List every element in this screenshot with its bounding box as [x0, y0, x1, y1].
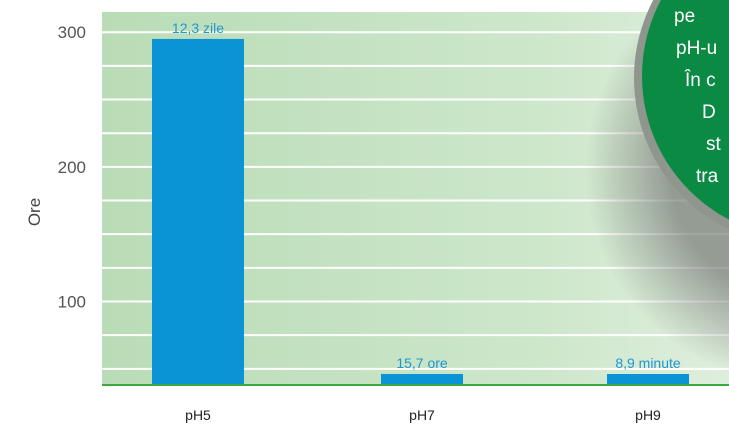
- bar-pH5: [152, 38, 244, 386]
- data-label-pH5: 12,3 zile: [172, 20, 224, 36]
- category-labels: pH5 pH7 pH9: [185, 407, 661, 423]
- bar-pH7: [381, 374, 463, 385]
- data-label-pH9: 8,9 minute: [615, 355, 681, 371]
- bar-pH9: [607, 374, 689, 385]
- data-labels: 12,3 zile 15,7 ore 8,9 minute: [172, 20, 681, 371]
- y-tick-300: 300: [58, 23, 86, 42]
- category-label-pH7: pH7: [409, 407, 435, 423]
- callout-line-2: În c: [684, 69, 716, 91]
- y-tick-100: 100: [58, 293, 86, 312]
- magnifier-callout: pe pH-u În c Dst tra: [585, 0, 729, 373]
- callout-line-1: pH-u: [676, 38, 717, 59]
- category-label-pH9: pH9: [635, 407, 661, 423]
- y-axis-title: Ore: [25, 198, 44, 226]
- callout-line-3: D: [702, 102, 716, 123]
- y-tick-200: 200: [58, 158, 86, 177]
- callout-line-5: tra: [696, 166, 719, 187]
- category-label-pH5: pH5: [185, 407, 211, 423]
- callout-text: pe pH-u În c Dst tra: [674, 6, 722, 187]
- y-tick-labels: 100 200 300: [58, 23, 86, 311]
- bars: [152, 38, 689, 386]
- callout-line-4: st: [706, 134, 722, 155]
- callout-line-0: pe: [674, 6, 695, 27]
- data-label-pH7: 15,7 ore: [396, 355, 448, 371]
- callout-disc: [642, 0, 729, 220]
